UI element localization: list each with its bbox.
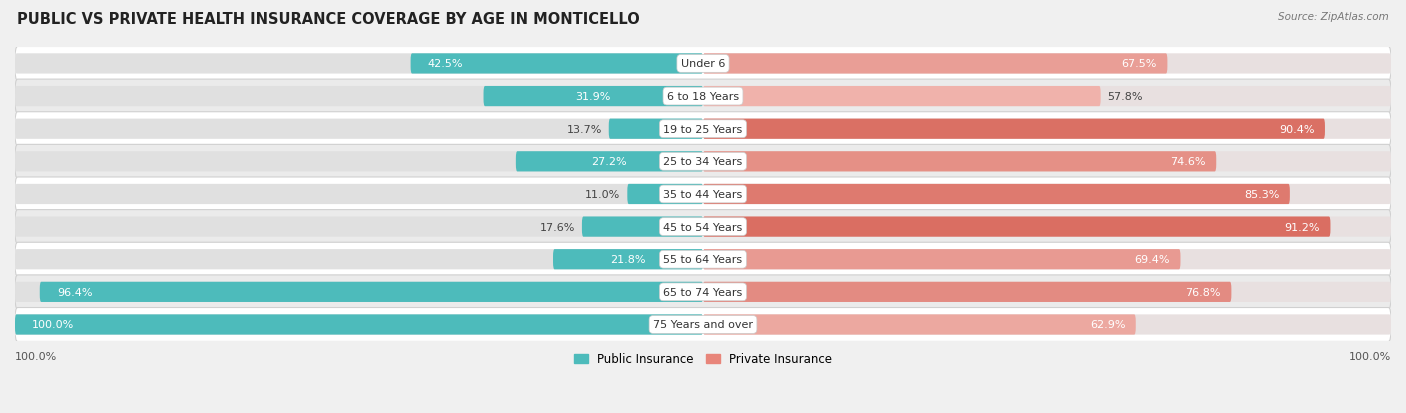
Text: 13.7%: 13.7% — [567, 124, 602, 134]
Text: 11.0%: 11.0% — [585, 190, 620, 199]
FancyBboxPatch shape — [703, 249, 1391, 270]
Text: 100.0%: 100.0% — [15, 351, 58, 361]
FancyBboxPatch shape — [516, 152, 703, 172]
FancyBboxPatch shape — [703, 282, 1391, 302]
Legend: Public Insurance, Private Insurance: Public Insurance, Private Insurance — [569, 348, 837, 370]
FancyBboxPatch shape — [15, 112, 1391, 146]
FancyBboxPatch shape — [703, 87, 1391, 107]
FancyBboxPatch shape — [15, 178, 1391, 211]
Text: 100.0%: 100.0% — [32, 320, 75, 330]
FancyBboxPatch shape — [15, 315, 703, 335]
Text: 62.9%: 62.9% — [1090, 320, 1125, 330]
Text: 31.9%: 31.9% — [575, 92, 612, 102]
FancyBboxPatch shape — [411, 54, 703, 74]
Text: 19 to 25 Years: 19 to 25 Years — [664, 124, 742, 134]
FancyBboxPatch shape — [609, 119, 703, 140]
FancyBboxPatch shape — [703, 152, 1391, 172]
Text: 17.6%: 17.6% — [540, 222, 575, 232]
Text: 85.3%: 85.3% — [1244, 190, 1279, 199]
FancyBboxPatch shape — [703, 217, 1391, 237]
FancyBboxPatch shape — [15, 119, 703, 140]
FancyBboxPatch shape — [703, 54, 1167, 74]
Text: 65 to 74 Years: 65 to 74 Years — [664, 287, 742, 297]
Text: 96.4%: 96.4% — [58, 287, 93, 297]
Text: 69.4%: 69.4% — [1135, 254, 1170, 265]
FancyBboxPatch shape — [15, 54, 703, 74]
FancyBboxPatch shape — [553, 249, 703, 270]
FancyBboxPatch shape — [15, 87, 703, 107]
FancyBboxPatch shape — [703, 315, 1391, 335]
FancyBboxPatch shape — [15, 210, 1391, 244]
FancyBboxPatch shape — [703, 282, 1232, 302]
FancyBboxPatch shape — [15, 282, 703, 302]
Text: 21.8%: 21.8% — [610, 254, 645, 265]
FancyBboxPatch shape — [39, 282, 703, 302]
Text: 74.6%: 74.6% — [1170, 157, 1206, 167]
FancyBboxPatch shape — [484, 87, 703, 107]
FancyBboxPatch shape — [703, 315, 1136, 335]
FancyBboxPatch shape — [703, 249, 1181, 270]
FancyBboxPatch shape — [703, 87, 1101, 107]
FancyBboxPatch shape — [15, 243, 1391, 277]
FancyBboxPatch shape — [703, 217, 1330, 237]
Text: 67.5%: 67.5% — [1122, 59, 1157, 69]
FancyBboxPatch shape — [703, 119, 1391, 140]
Text: 90.4%: 90.4% — [1279, 124, 1315, 134]
FancyBboxPatch shape — [703, 152, 1216, 172]
FancyBboxPatch shape — [15, 217, 703, 237]
Text: 45 to 54 Years: 45 to 54 Years — [664, 222, 742, 232]
FancyBboxPatch shape — [15, 145, 1391, 179]
Text: PUBLIC VS PRIVATE HEALTH INSURANCE COVERAGE BY AGE IN MONTICELLO: PUBLIC VS PRIVATE HEALTH INSURANCE COVER… — [17, 12, 640, 27]
FancyBboxPatch shape — [703, 184, 1289, 204]
Text: 55 to 64 Years: 55 to 64 Years — [664, 254, 742, 265]
FancyBboxPatch shape — [15, 152, 703, 172]
Text: Source: ZipAtlas.com: Source: ZipAtlas.com — [1278, 12, 1389, 22]
Text: 100.0%: 100.0% — [1348, 351, 1391, 361]
FancyBboxPatch shape — [15, 249, 703, 270]
FancyBboxPatch shape — [15, 80, 1391, 114]
Text: 57.8%: 57.8% — [1108, 92, 1143, 102]
Text: 42.5%: 42.5% — [427, 59, 464, 69]
Text: Under 6: Under 6 — [681, 59, 725, 69]
Text: 25 to 34 Years: 25 to 34 Years — [664, 157, 742, 167]
FancyBboxPatch shape — [15, 315, 703, 335]
FancyBboxPatch shape — [627, 184, 703, 204]
FancyBboxPatch shape — [15, 308, 1391, 342]
FancyBboxPatch shape — [15, 184, 703, 204]
Text: 91.2%: 91.2% — [1285, 222, 1320, 232]
Text: 27.2%: 27.2% — [592, 157, 627, 167]
Text: 35 to 44 Years: 35 to 44 Years — [664, 190, 742, 199]
Text: 6 to 18 Years: 6 to 18 Years — [666, 92, 740, 102]
Text: 75 Years and over: 75 Years and over — [652, 320, 754, 330]
FancyBboxPatch shape — [15, 47, 1391, 81]
FancyBboxPatch shape — [15, 275, 1391, 309]
FancyBboxPatch shape — [703, 54, 1391, 74]
FancyBboxPatch shape — [582, 217, 703, 237]
FancyBboxPatch shape — [703, 119, 1324, 140]
Text: 76.8%: 76.8% — [1185, 287, 1220, 297]
FancyBboxPatch shape — [703, 184, 1391, 204]
